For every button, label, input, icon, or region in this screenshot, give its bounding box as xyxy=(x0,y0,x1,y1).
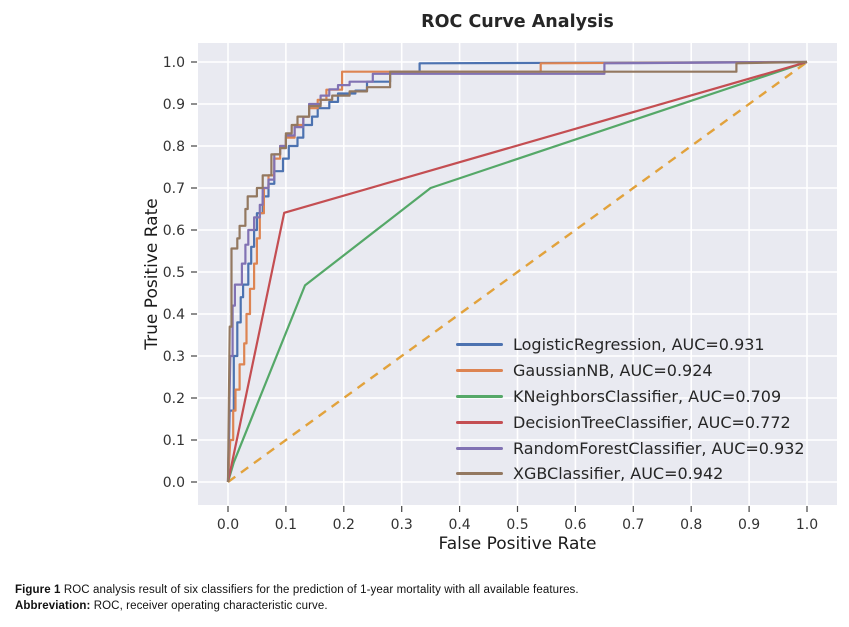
x-tick-label: 1.0 xyxy=(796,517,818,533)
caption-line-1: Figure 1 ROC analysis result of six clas… xyxy=(15,582,835,598)
legend-item-GaussianNB: GaussianNB, AUC=0.924 xyxy=(456,358,805,384)
legend-label-KNeighborsClassifier: KNeighborsClassifier, AUC=0.709 xyxy=(513,386,782,406)
series-chance-line xyxy=(227,61,808,483)
legend-label-XGBClassifier: XGBClassifier, AUC=0.942 xyxy=(513,464,724,484)
legend-label-DecisionTreeClassifier: DecisionTreeClassifier, AUC=0.772 xyxy=(513,412,791,432)
y-tick-label: 0.7 xyxy=(163,181,185,197)
y-tick-label: 0.0 xyxy=(163,475,185,491)
series-LogisticRegression xyxy=(226,60,808,483)
series-KNeighborsClassifier xyxy=(226,60,808,483)
legend-swatch-DecisionTreeClassifier xyxy=(456,420,503,424)
y-tick-label: 0.2 xyxy=(163,391,185,407)
series-DecisionTreeClassifier xyxy=(226,60,808,483)
x-tick-label: 0.1 xyxy=(275,517,297,533)
caption-text-1: ROC analysis result of six classifiers f… xyxy=(60,584,579,596)
legend-label-GaussianNB: GaussianNB, AUC=0.924 xyxy=(513,361,713,381)
x-tick-label: 0.6 xyxy=(564,517,586,533)
legend-swatch-KNeighborsClassifier xyxy=(456,394,503,398)
x-tick-label: 0.4 xyxy=(448,517,470,533)
y-tick-label: 0.8 xyxy=(163,139,185,155)
x-tick-label: 0.2 xyxy=(333,517,355,533)
x-tick-label: 0.5 xyxy=(506,517,528,533)
legend-swatch-RandomForestClassifier xyxy=(456,446,503,450)
y-tick-label: 0.4 xyxy=(163,307,185,323)
caption-text-2: ROC, receiver operating characteristic c… xyxy=(90,600,328,612)
figure-caption: Figure 1 ROC analysis result of six clas… xyxy=(15,582,835,614)
y-tick-label: 0.1 xyxy=(163,433,185,449)
legend-item-KNeighborsClassifier: KNeighborsClassifier, AUC=0.709 xyxy=(456,384,805,410)
caption-abbreviation-label: Abbreviation: xyxy=(15,600,91,612)
legend-label-LogisticRegression: LogisticRegression, AUC=0.931 xyxy=(513,335,765,355)
caption-line-2: Abbreviation: ROC, receiver operating ch… xyxy=(15,598,835,614)
x-tick-label: 0.0 xyxy=(217,517,239,533)
chart-title: ROC Curve Analysis xyxy=(421,12,614,32)
legend-swatch-LogisticRegression xyxy=(456,343,503,347)
y-tick-label: 0.6 xyxy=(163,223,185,239)
series-XGBClassifier xyxy=(226,60,808,483)
x-axis-label: False Positive Rate xyxy=(438,534,597,554)
y-tick-label: 0.5 xyxy=(163,265,185,281)
legend-label-RandomForestClassifier: RandomForestClassifier, AUC=0.932 xyxy=(513,438,805,458)
y-tick-label: 0.3 xyxy=(163,349,185,365)
chart-legend: LogisticRegression, AUC=0.931 GaussianNB,… xyxy=(456,332,805,487)
y-tick-label: 1.0 xyxy=(163,55,185,71)
legend-swatch-XGBClassifier xyxy=(456,472,503,476)
x-tick-label: 0.7 xyxy=(622,517,644,533)
legend-swatch-GaussianNB xyxy=(456,369,503,373)
x-tick-label: 0.9 xyxy=(738,517,760,533)
y-tick-label: 0.9 xyxy=(163,97,185,113)
legend-item-LogisticRegression: LogisticRegression, AUC=0.931 xyxy=(456,332,805,358)
roc-chart-svg: 0.0 0.1 0.2 0.3 0.4 0.5 0.6 0.7 0.8 0.9 1.0 0.0 0.1 0… xyxy=(163,43,837,533)
caption-figure-number: Figure 1 xyxy=(15,584,61,596)
x-tick-label: 0.3 xyxy=(391,517,413,533)
legend-item-XGBClassifier: XGBClassifier, AUC=0.942 xyxy=(456,461,805,487)
y-axis-label: True Positive Rate xyxy=(142,198,162,350)
x-tick-label: 0.8 xyxy=(680,517,702,533)
legend-item-DecisionTreeClassifier: DecisionTreeClassifier, AUC=0.772 xyxy=(456,409,805,435)
legend-item-RandomForestClassifier: RandomForestClassifier, AUC=0.932 xyxy=(456,435,805,461)
